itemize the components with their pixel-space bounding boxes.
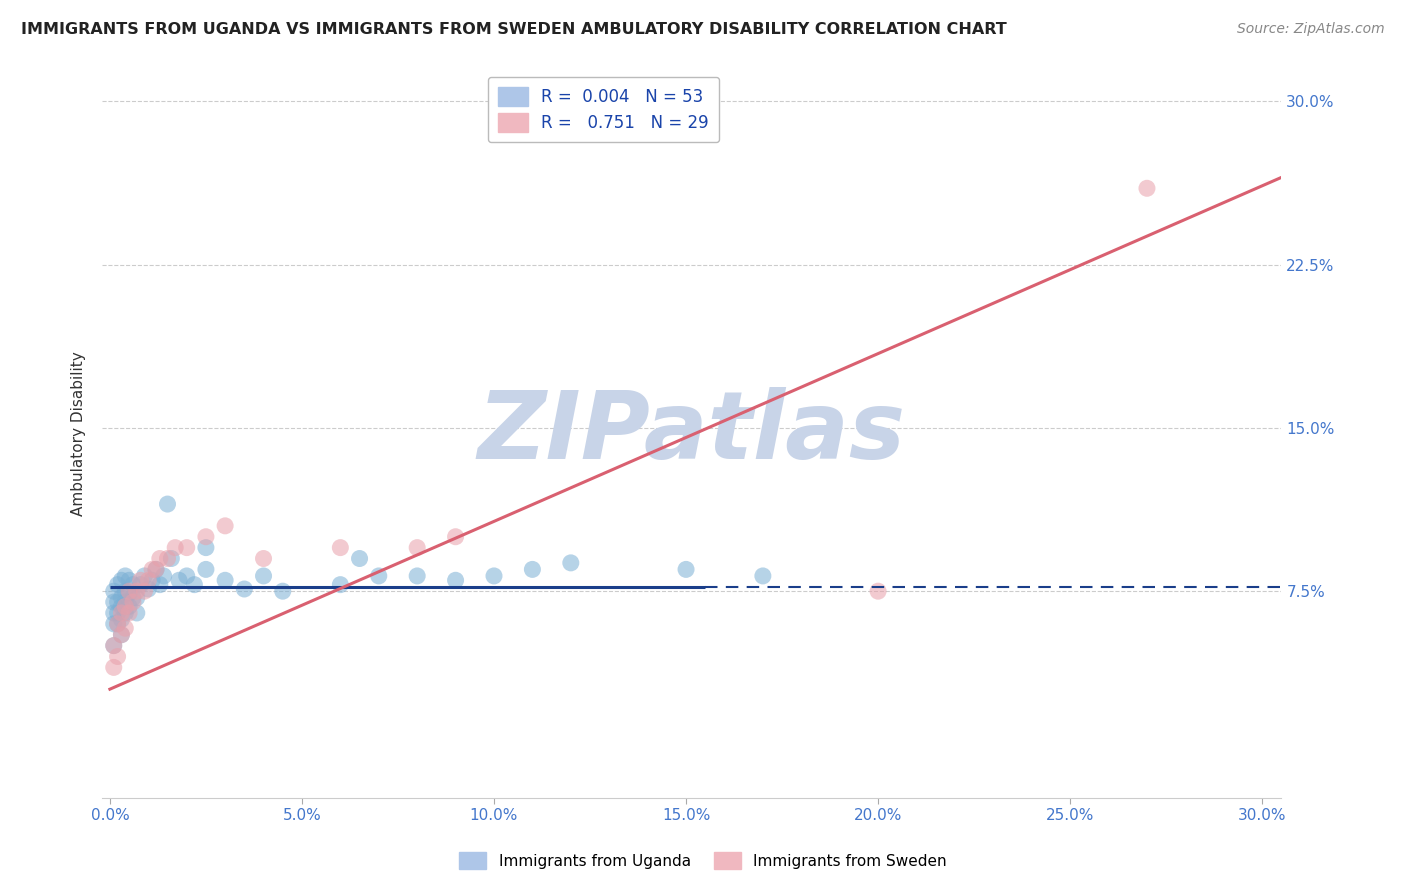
Point (103, 584, 125, 599)
Point (118, 599, 141, 614)
Point (114, 584, 136, 599)
Point (145, 562, 167, 576)
Point (271, 584, 294, 599)
Point (675, 562, 697, 576)
Point (176, 541, 198, 555)
Point (194, 541, 217, 555)
Point (406, 541, 429, 555)
Point (107, 649, 129, 664)
Point (107, 606, 129, 620)
Text: Source: ZipAtlas.com: Source: ZipAtlas.com (1237, 22, 1385, 37)
Point (252, 551, 274, 566)
Legend: Immigrants from Uganda, Immigrants from Sweden: Immigrants from Uganda, Immigrants from … (453, 846, 953, 875)
Point (122, 595, 145, 609)
Point (233, 582, 256, 596)
Point (141, 574, 163, 588)
Point (183, 577, 205, 591)
Point (118, 586, 141, 600)
Point (134, 569, 156, 583)
Text: IMMIGRANTS FROM UGANDA VS IMMIGRANTS FROM SWEDEN AMBULATORY DISABILITY CORRELATI: IMMIGRANTS FROM UGANDA VS IMMIGRANTS FRO… (21, 22, 1007, 37)
Point (107, 577, 129, 591)
Point (349, 551, 371, 566)
Point (103, 606, 125, 620)
Point (107, 616, 129, 631)
Point (752, 569, 775, 583)
Legend: R =  0.004   N = 53, R =   0.751   N = 29: R = 0.004 N = 53, R = 0.751 N = 29 (488, 77, 718, 142)
Point (114, 599, 136, 614)
Point (114, 569, 136, 583)
Point (194, 530, 217, 544)
Point (114, 621, 136, 635)
Point (118, 606, 141, 620)
Point (482, 569, 505, 583)
Point (122, 591, 145, 605)
Point (152, 569, 174, 583)
Point (149, 577, 172, 591)
Point (125, 606, 148, 620)
Point (141, 562, 163, 576)
Point (329, 577, 352, 591)
Point (110, 628, 132, 642)
Point (103, 660, 125, 674)
Point (110, 628, 132, 642)
Point (107, 595, 129, 609)
Point (1136, 181, 1159, 195)
Point (214, 519, 236, 533)
Point (110, 612, 132, 626)
Point (145, 562, 167, 576)
Point (136, 574, 159, 588)
Point (125, 584, 148, 599)
Point (176, 569, 198, 583)
Point (868, 584, 890, 599)
Point (110, 606, 132, 620)
Point (129, 577, 152, 591)
Point (136, 582, 159, 596)
Point (114, 595, 136, 609)
Point (367, 569, 389, 583)
Point (110, 591, 132, 605)
Point (118, 584, 141, 599)
Point (214, 574, 236, 588)
Point (444, 530, 467, 544)
Point (125, 591, 148, 605)
Point (134, 584, 156, 599)
Point (114, 606, 136, 620)
Point (149, 551, 172, 566)
Point (107, 616, 129, 631)
Point (103, 616, 125, 631)
Point (110, 599, 132, 614)
Point (122, 577, 145, 591)
Point (160, 551, 183, 566)
Point (194, 562, 217, 576)
Point (103, 595, 125, 609)
Point (129, 574, 152, 588)
Text: ZIPatlas: ZIPatlas (478, 387, 905, 479)
Point (156, 551, 179, 566)
Point (444, 574, 467, 588)
Point (110, 574, 132, 588)
Point (118, 574, 141, 588)
Point (252, 569, 274, 583)
Point (406, 569, 429, 583)
Point (103, 639, 125, 653)
Point (156, 497, 179, 511)
Point (522, 562, 544, 576)
Point (329, 541, 352, 555)
Point (560, 556, 582, 570)
Point (103, 639, 125, 653)
Point (167, 574, 190, 588)
Y-axis label: Ambulatory Disability: Ambulatory Disability (72, 351, 86, 516)
Point (165, 541, 187, 555)
